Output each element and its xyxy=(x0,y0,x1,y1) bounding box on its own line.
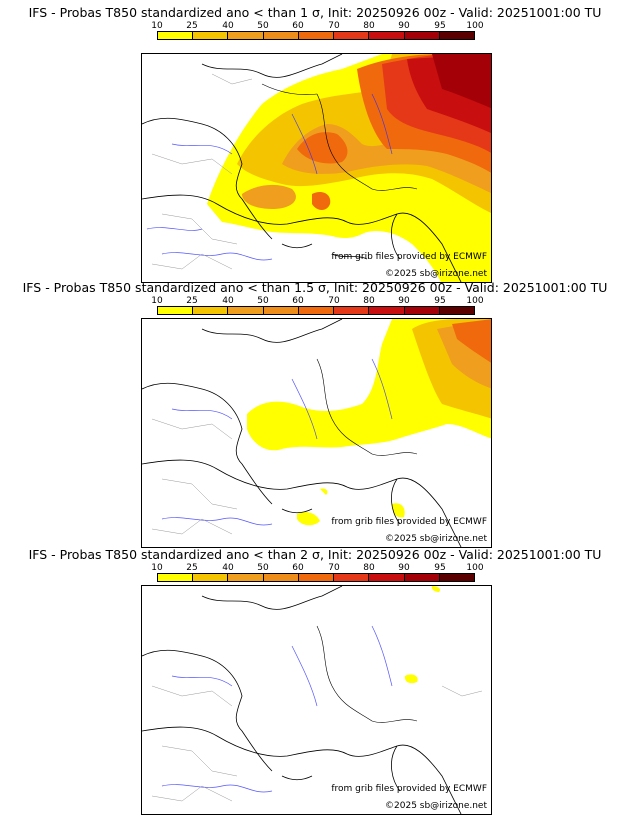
colorbar-segment xyxy=(404,574,440,581)
rivers xyxy=(161,358,393,526)
colorbar-tick: 90 xyxy=(398,296,410,306)
colorbar-tick: 100 xyxy=(466,21,484,31)
colorbar-segment xyxy=(439,307,474,314)
probability-map xyxy=(142,586,483,814)
colorbar-segment xyxy=(334,307,370,314)
map-frame: from grib files provided by ECMWF ©2025 … xyxy=(141,318,492,548)
copyright-credit: ©2025 sb@irizone.net xyxy=(385,801,487,811)
probability-field xyxy=(247,319,491,526)
colorbar-segment xyxy=(228,307,264,314)
colorbar-tick: 80 xyxy=(363,21,375,31)
source-credit: from grib files provided by ECMWF xyxy=(331,517,487,527)
coastlines xyxy=(142,586,462,814)
colorbar-segment xyxy=(334,32,370,39)
panel-sigma-1-5: IFS - Probas T850 standardized ano < tha… xyxy=(0,280,630,550)
probability-field xyxy=(207,54,491,282)
colorbar-tick: 10 xyxy=(151,296,163,306)
colorbar-tick: 10 xyxy=(151,21,163,31)
map-frame: from grib files provided by ECMWF ©2025 … xyxy=(141,585,492,815)
colorbar-segment xyxy=(298,574,335,581)
colorbar-segment xyxy=(158,307,194,314)
rivers xyxy=(161,625,393,793)
colorbar-bar xyxy=(157,306,475,315)
colorbar-tick: 80 xyxy=(363,296,375,306)
admin-boundaries xyxy=(151,685,483,802)
colorbar-segment xyxy=(158,574,194,581)
colorbar-tick: 50 xyxy=(257,21,269,31)
colorbar-tick: 50 xyxy=(257,296,269,306)
colorbar-tick: 40 xyxy=(222,21,234,31)
colorbar-segment xyxy=(228,574,264,581)
colorbar-tick: 60 xyxy=(292,296,304,306)
colorbar-tick: 100 xyxy=(466,563,484,573)
colorbar-tick: 40 xyxy=(222,563,234,573)
colorbar-tick: 25 xyxy=(186,296,198,306)
colorbar-segment xyxy=(298,307,335,314)
colorbar-tick: 60 xyxy=(292,563,304,573)
panel-sigma-2: IFS - Probas T850 standardized ano < tha… xyxy=(0,547,630,817)
panel-title: IFS - Probas T850 standardized ano < tha… xyxy=(28,5,602,20)
colorbar-tick: 70 xyxy=(328,563,340,573)
colorbar-segment xyxy=(263,32,299,39)
colorbar-bar xyxy=(157,573,475,582)
colorbar-segment xyxy=(193,32,229,39)
colorbar-segment xyxy=(369,307,405,314)
colorbar-segment xyxy=(439,574,474,581)
admin-boundaries xyxy=(151,73,253,270)
source-credit: from grib files provided by ECMWF xyxy=(331,784,487,794)
colorbar-segment xyxy=(369,32,405,39)
colorbar-tick: 100 xyxy=(466,296,484,306)
colorbar-segment xyxy=(404,307,440,314)
country-borders xyxy=(316,625,418,723)
colorbar-tick: 60 xyxy=(292,21,304,31)
colorbar-tick: 90 xyxy=(398,21,410,31)
colorbar-segment xyxy=(158,32,194,39)
colorbar-segment xyxy=(193,574,229,581)
colorbar-tick: 95 xyxy=(434,21,446,31)
country-borders xyxy=(261,83,418,191)
colorbar-tick: 70 xyxy=(328,21,340,31)
admin-boundaries xyxy=(151,418,238,535)
colorbar-tick: 40 xyxy=(222,296,234,306)
colorbar-tick: 25 xyxy=(186,21,198,31)
colorbar-bar xyxy=(157,31,475,40)
probability-map xyxy=(142,54,491,282)
colorbar-segment xyxy=(298,32,335,39)
colorbar-tick: 95 xyxy=(434,296,446,306)
coastlines xyxy=(142,319,462,547)
colorbar-segment xyxy=(228,32,264,39)
probability-field xyxy=(404,586,441,684)
copyright-credit: ©2025 sb@irizone.net xyxy=(385,534,487,544)
panel-title: IFS - Probas T850 standardized ano < tha… xyxy=(22,280,608,295)
coastlines xyxy=(142,54,462,282)
colorbar-tick: 70 xyxy=(328,296,340,306)
colorbar-tick: 90 xyxy=(398,563,410,573)
colorbar: 10 25 40 50 60 70 80 90 95 100 xyxy=(151,21,484,47)
colorbar-segment xyxy=(404,32,440,39)
panel-title: IFS - Probas T850 standardized ano < tha… xyxy=(28,547,602,562)
copyright-credit: ©2025 sb@irizone.net xyxy=(385,269,487,279)
colorbar-segment xyxy=(439,32,474,39)
colorbar-segment xyxy=(334,574,370,581)
colorbar-segment xyxy=(263,574,299,581)
probability-map xyxy=(142,319,491,547)
colorbar-tick: 25 xyxy=(186,563,198,573)
colorbar-tick: 95 xyxy=(434,563,446,573)
source-credit: from grib files provided by ECMWF xyxy=(331,252,487,262)
colorbar: 10 25 40 50 60 70 80 90 95 100 xyxy=(151,296,484,322)
colorbar-segment xyxy=(369,574,405,581)
colorbar-segment xyxy=(193,307,229,314)
colorbar-tick: 50 xyxy=(257,563,269,573)
colorbar-segment xyxy=(263,307,299,314)
colorbar: 10 25 40 50 60 70 80 90 95 100 xyxy=(151,563,484,589)
panel-sigma-1: IFS - Probas T850 standardized ano < tha… xyxy=(0,5,630,283)
country-borders xyxy=(316,358,418,456)
colorbar-tick: 10 xyxy=(151,563,163,573)
map-frame: from grib files provided by ECMWF ©2025 … xyxy=(141,53,492,283)
rivers xyxy=(146,93,393,261)
colorbar-tick: 80 xyxy=(363,563,375,573)
